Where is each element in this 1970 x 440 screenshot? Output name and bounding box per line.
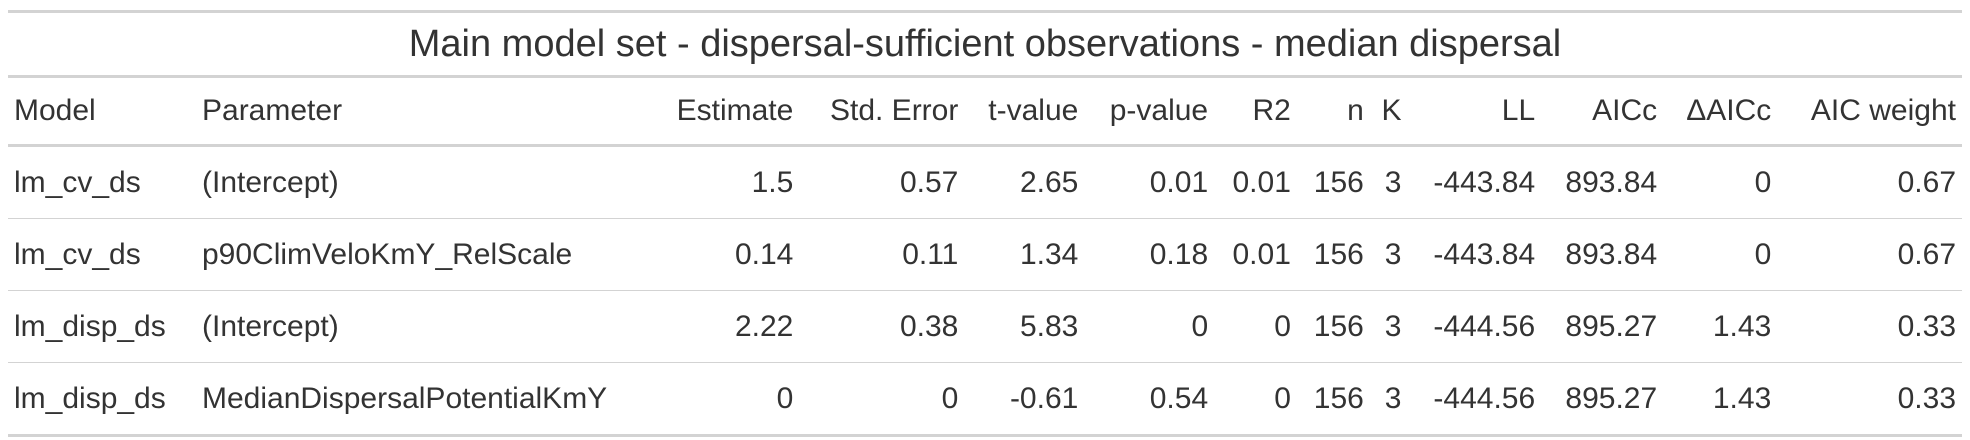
- cell-aic-weight: 0.67: [1777, 218, 1962, 291]
- cell-parameter: p90ClimVeloKmY_RelScale: [196, 218, 648, 291]
- cell-model: lm_disp_ds: [8, 362, 196, 437]
- table-title: Main model set - dispersal-sufficient ob…: [8, 10, 1962, 78]
- cell-aicc: 895.27: [1541, 362, 1664, 437]
- cell-std-error: 0.11: [799, 218, 965, 291]
- column-header-aicc: AICc: [1541, 76, 1664, 147]
- column-header-model: Model: [8, 76, 196, 147]
- cell-delta-aicc: 1.43: [1663, 290, 1778, 363]
- cell-n: 156: [1296, 362, 1370, 437]
- cell-k: 3: [1369, 290, 1408, 363]
- cell-delta-aicc: 0: [1663, 145, 1778, 219]
- cell-n: 156: [1296, 145, 1370, 219]
- table-row: lm_disp_ds MedianDispersalPotentialKmY 0…: [8, 362, 1962, 437]
- cell-ll: -444.56: [1407, 362, 1542, 437]
- cell-parameter: MedianDispersalPotentialKmY: [196, 362, 648, 437]
- cell-aic-weight: 0.33: [1777, 290, 1962, 363]
- cell-r2: 0: [1214, 362, 1297, 437]
- cell-estimate: 2.22: [648, 290, 800, 363]
- cell-aicc: 893.84: [1541, 145, 1664, 219]
- column-header-std-error: Std. Error: [799, 76, 965, 147]
- column-header-k: K: [1369, 76, 1408, 147]
- cell-model: lm_cv_ds: [8, 145, 196, 219]
- cell-std-error: 0.38: [799, 290, 965, 363]
- cell-r2: 0.01: [1214, 218, 1297, 291]
- column-header-t-value: t-value: [964, 76, 1085, 147]
- cell-delta-aicc: 0: [1663, 218, 1778, 291]
- cell-aic-weight: 0.33: [1777, 362, 1962, 437]
- cell-aicc: 895.27: [1541, 290, 1664, 363]
- cell-parameter: (Intercept): [196, 290, 648, 363]
- cell-estimate: 0.14: [648, 218, 800, 291]
- column-header-p-value: p-value: [1084, 76, 1215, 147]
- cell-ll: -443.84: [1407, 218, 1542, 291]
- cell-aicc: 893.84: [1541, 218, 1664, 291]
- cell-t-value: 5.83: [964, 290, 1085, 363]
- table-row: lm_cv_ds p90ClimVeloKmY_RelScale 0.14 0.…: [8, 218, 1962, 291]
- cell-estimate: 0: [648, 362, 800, 437]
- cell-r2: 0: [1214, 290, 1297, 363]
- cell-delta-aicc: 1.43: [1663, 362, 1778, 437]
- cell-k: 3: [1369, 218, 1408, 291]
- cell-std-error: 0.57: [799, 145, 965, 219]
- column-header-parameter: Parameter: [196, 76, 648, 147]
- cell-model: lm_cv_ds: [8, 218, 196, 291]
- cell-r2: 0.01: [1214, 145, 1297, 219]
- cell-k: 3: [1369, 145, 1408, 219]
- cell-p-value: 0.54: [1084, 362, 1215, 437]
- cell-t-value: 1.34: [964, 218, 1085, 291]
- cell-k: 3: [1369, 362, 1408, 437]
- column-header-ll: LL: [1407, 76, 1542, 147]
- column-header-n: n: [1296, 76, 1370, 147]
- column-header-estimate: Estimate: [648, 76, 800, 147]
- cell-model: lm_disp_ds: [8, 290, 196, 363]
- cell-aic-weight: 0.67: [1777, 145, 1962, 219]
- column-header-row: Model Parameter Estimate Std. Error t-va…: [8, 76, 1962, 147]
- column-header-r2: R2: [1214, 76, 1297, 147]
- table-title-row: Main model set - dispersal-sufficient ob…: [8, 10, 1962, 78]
- column-header-delta-aicc: ΔAICc: [1663, 76, 1778, 147]
- cell-p-value: 0.01: [1084, 145, 1215, 219]
- model-table-container: Main model set - dispersal-sufficient ob…: [8, 10, 1962, 437]
- cell-parameter: (Intercept): [196, 145, 648, 219]
- cell-t-value: 2.65: [964, 145, 1085, 219]
- column-header-aic-weight: AIC weight: [1777, 76, 1962, 147]
- model-results-table: Main model set - dispersal-sufficient ob…: [8, 10, 1962, 437]
- cell-t-value: -0.61: [964, 362, 1085, 437]
- cell-ll: -443.84: [1407, 145, 1542, 219]
- cell-ll: -444.56: [1407, 290, 1542, 363]
- cell-n: 156: [1296, 218, 1370, 291]
- table-row: lm_cv_ds (Intercept) 1.5 0.57 2.65 0.01 …: [8, 145, 1962, 219]
- cell-estimate: 1.5: [648, 145, 800, 219]
- cell-p-value: 0: [1084, 290, 1215, 363]
- table-row: lm_disp_ds (Intercept) 2.22 0.38 5.83 0 …: [8, 290, 1962, 363]
- cell-p-value: 0.18: [1084, 218, 1215, 291]
- cell-n: 156: [1296, 290, 1370, 363]
- cell-std-error: 0: [799, 362, 965, 437]
